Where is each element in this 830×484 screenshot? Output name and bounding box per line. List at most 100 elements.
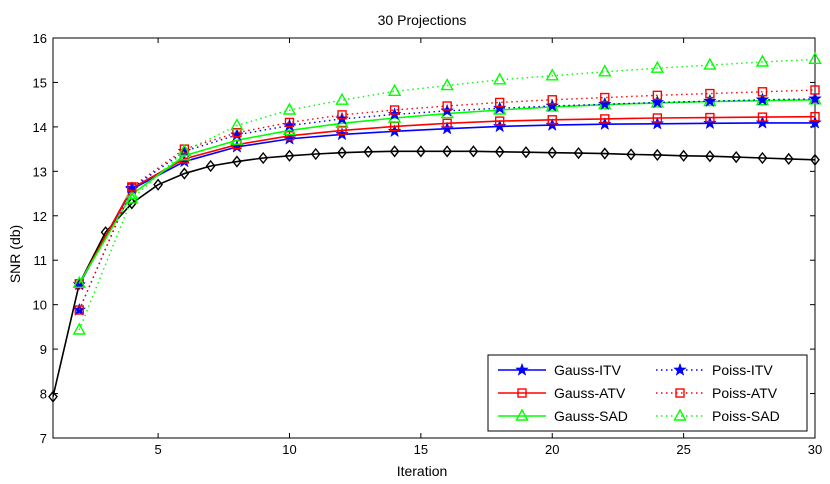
data-point bbox=[153, 178, 163, 191]
data-point bbox=[783, 152, 794, 166]
data-point bbox=[757, 151, 768, 165]
data-point bbox=[125, 191, 139, 204]
data-point bbox=[337, 110, 347, 120]
legend-label: Poiss-ATV bbox=[712, 385, 778, 401]
series-diamond-black- bbox=[48, 145, 820, 403]
data-point bbox=[337, 146, 347, 159]
data-point bbox=[442, 145, 453, 158]
data-point bbox=[442, 101, 452, 111]
data-point bbox=[808, 51, 822, 65]
data-point bbox=[127, 182, 137, 192]
y-tick-label: 10 bbox=[33, 298, 47, 313]
data-point bbox=[810, 85, 820, 95]
data-point bbox=[808, 91, 822, 105]
data-point bbox=[652, 90, 663, 101]
series-poiss-atv bbox=[74, 85, 820, 315]
data-point bbox=[74, 305, 84, 315]
data-point bbox=[389, 105, 400, 115]
data-point bbox=[755, 54, 770, 67]
data-point bbox=[389, 145, 400, 158]
data-point bbox=[363, 145, 374, 158]
data-point bbox=[387, 83, 402, 97]
x-tick-label: 20 bbox=[545, 442, 559, 457]
data-point bbox=[521, 146, 531, 159]
data-point bbox=[626, 148, 636, 161]
x-tick-label: 25 bbox=[676, 442, 690, 457]
data-point bbox=[177, 143, 192, 157]
data-point bbox=[468, 145, 479, 158]
data-point bbox=[48, 390, 58, 403]
data-point bbox=[731, 150, 742, 164]
data-point bbox=[282, 102, 297, 115]
legend-entry: Gauss-ATV bbox=[498, 385, 626, 401]
data-point bbox=[547, 146, 558, 159]
series-line bbox=[78, 58, 816, 331]
data-point bbox=[442, 118, 452, 129]
data-point bbox=[652, 148, 663, 162]
data-point bbox=[705, 150, 715, 163]
plot-area: 5 10 15 20 25 3078910111213141516Gauss-ITVGau… bbox=[33, 31, 823, 457]
legend-label: Gauss-SAD bbox=[554, 408, 628, 424]
legend-entry: Poiss-SAD bbox=[656, 408, 780, 424]
data-point bbox=[755, 92, 770, 106]
data-point bbox=[600, 92, 610, 103]
data-point bbox=[810, 111, 820, 122]
data-point bbox=[179, 167, 190, 180]
series-poiss-sad bbox=[72, 51, 822, 335]
data-point bbox=[415, 145, 426, 158]
y-tick-label: 16 bbox=[33, 31, 47, 46]
data-point bbox=[284, 149, 295, 162]
series-line bbox=[78, 89, 816, 311]
data-point bbox=[703, 57, 717, 70]
data-point bbox=[337, 125, 347, 136]
data-point bbox=[258, 151, 269, 165]
legend-marker bbox=[673, 362, 687, 376]
data-point bbox=[284, 131, 295, 141]
data-point bbox=[230, 118, 244, 131]
y-tick-label: 9 bbox=[40, 342, 47, 357]
chart-title: 30 Projections bbox=[378, 12, 467, 28]
data-point bbox=[493, 72, 507, 85]
data-point bbox=[650, 60, 665, 73]
data-point bbox=[72, 322, 86, 335]
legend-marker bbox=[517, 388, 527, 398]
y-tick-label: 7 bbox=[40, 431, 47, 446]
data-point bbox=[494, 145, 505, 158]
data-point bbox=[705, 88, 715, 99]
data-point bbox=[440, 78, 454, 91]
data-point bbox=[547, 115, 557, 125]
data-point bbox=[757, 87, 768, 97]
x-tick-label: 30 bbox=[808, 442, 822, 457]
data-point bbox=[600, 114, 610, 124]
legend: Gauss-ITV Gauss-ATV Gauss-SAD Poiss-ITV Pois… bbox=[487, 354, 808, 432]
y-tick-label: 11 bbox=[34, 253, 48, 268]
y-tick-label: 8 bbox=[40, 387, 47, 402]
legend-marker bbox=[673, 408, 687, 421]
data-point bbox=[125, 186, 139, 200]
data-point bbox=[494, 116, 505, 126]
legend-marker bbox=[515, 362, 529, 376]
series-line bbox=[78, 115, 816, 285]
data-point bbox=[72, 275, 86, 289]
legend-label: Gauss-ATV bbox=[554, 385, 626, 401]
x-axis-label: Iteration bbox=[397, 463, 448, 479]
legend-entry: Gauss-ITV bbox=[498, 362, 622, 378]
legend-entry: Gauss-SAD bbox=[498, 408, 628, 424]
data-point bbox=[757, 112, 768, 122]
data-point bbox=[598, 64, 612, 77]
axes-box bbox=[52, 37, 816, 439]
legend-marker bbox=[515, 408, 529, 421]
data-point bbox=[599, 147, 610, 160]
data-point bbox=[494, 97, 505, 108]
data-point bbox=[650, 95, 665, 109]
legend-entry: Poiss-ATV bbox=[656, 385, 778, 401]
legend-marker bbox=[675, 388, 685, 398]
data-point bbox=[702, 93, 717, 107]
data-point bbox=[205, 159, 216, 173]
data-point bbox=[705, 112, 715, 123]
y-axis-label: SNR (db) bbox=[7, 225, 23, 283]
legend-entry: Poiss-ITV bbox=[656, 362, 773, 378]
legend-label: Gauss-ITV bbox=[554, 362, 622, 378]
legend-label: Poiss-ITV bbox=[712, 362, 773, 378]
